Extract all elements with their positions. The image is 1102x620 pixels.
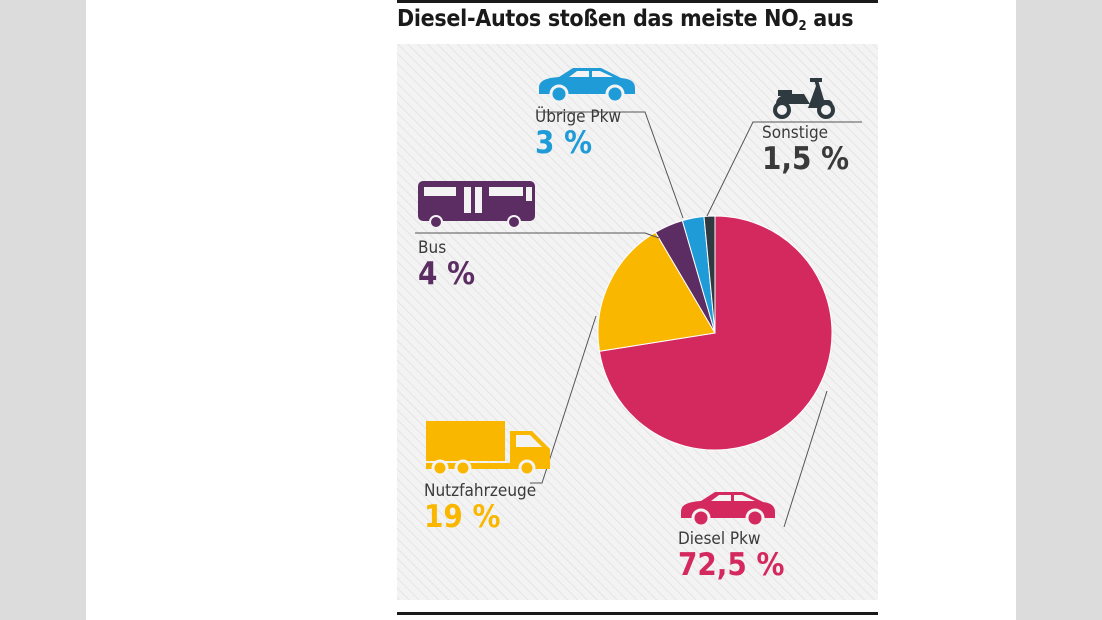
leader-uebrige-pkw [537, 111, 684, 219]
slice-name: Bus [418, 238, 447, 258]
top-rule [397, 0, 878, 3]
scooter-icon [773, 78, 835, 119]
label-diesel-pkw: Diesel Pkw 72,5 % [678, 529, 784, 582]
truck-icon [426, 421, 550, 477]
leader-lines [415, 111, 862, 528]
slice-name: Diesel Pkw [678, 529, 761, 549]
slice-name: Nutzfahrzeuge [424, 481, 537, 501]
label-bus: Bus 4 % [418, 238, 475, 291]
pie-slice-nutzfahrzeuge [597, 231, 716, 352]
slice-value: 72,5 % [678, 547, 785, 583]
leader-diesel-pkw [783, 390, 828, 528]
slice-name: Übrige Pkw [535, 107, 622, 127]
label-uebrige-pkw: Übrige Pkw 3 % [535, 107, 621, 160]
pie-slice-diesel-pkw [598, 215, 833, 451]
chart-area: Übrige Pkw 3 % Sonstige 1,5 % Bus 4 % Nu… [397, 44, 878, 600]
title-tail: aus [806, 6, 854, 32]
slice-value: 4 % [418, 256, 476, 292]
car-icon [539, 68, 635, 104]
slice-value: 19 % [424, 499, 501, 535]
pie-slices [597, 215, 833, 451]
label-nutzfahrzeuge: Nutzfahrzeuge 19 % [424, 481, 536, 534]
slice-name: Sonstige [762, 123, 829, 143]
bottom-rule [397, 612, 878, 615]
leader-nutzfahrzeuge [530, 315, 597, 484]
car-icon [681, 492, 775, 528]
leader-sonstige [706, 121, 862, 217]
leader-bus [415, 232, 660, 239]
title-text: Diesel-Autos stoßen das meiste NO [397, 6, 799, 32]
pie-chart [397, 44, 878, 600]
graphic-frame: Diesel-Autos stoßen das meiste NO2 aus [86, 0, 1016, 620]
label-sonstige: Sonstige 1,5 % [762, 123, 849, 176]
slice-value: 1,5 % [762, 141, 850, 177]
chart-title: Diesel-Autos stoßen das meiste NO2 aus [397, 6, 854, 34]
bus-icon [418, 181, 535, 229]
pie-slice-sonstige [703, 215, 716, 334]
slice-value: 3 % [535, 125, 593, 161]
title-subscript: 2 [798, 19, 807, 34]
